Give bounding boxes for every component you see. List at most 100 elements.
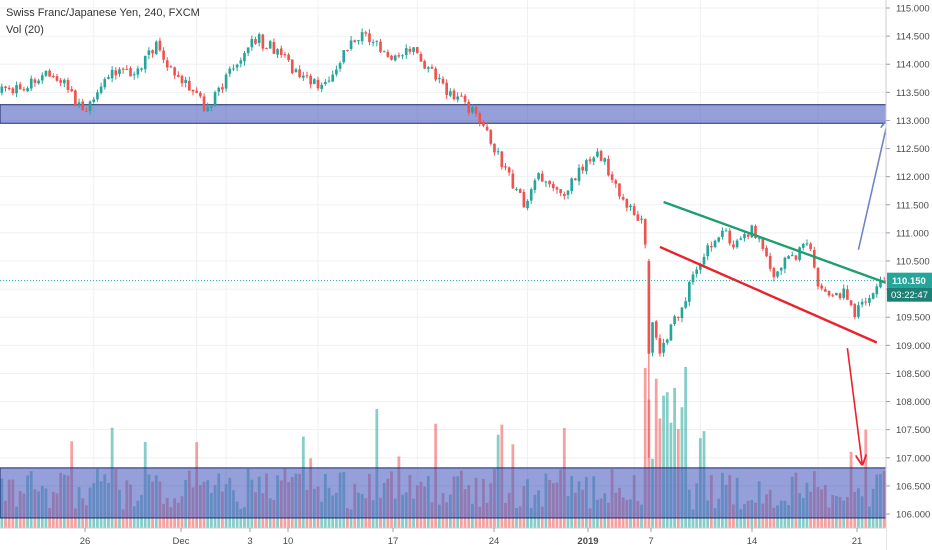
channel-bottom-line (659, 245, 878, 344)
volume-bar (643, 367, 647, 528)
candle-body (390, 55, 393, 60)
candle-body (202, 96, 206, 111)
candle-body (37, 80, 40, 84)
date-tick-label: 2019 (577, 536, 598, 547)
price-tick-label: 113.000 (896, 116, 930, 127)
volume-bar (654, 378, 658, 528)
candle-body (779, 268, 783, 271)
candle-body (327, 80, 331, 82)
candle-body (838, 293, 842, 299)
date-tick-label: 14 (747, 536, 758, 547)
annotation-layer[interactable] (0, 120, 888, 463)
candle-body (820, 285, 823, 289)
candle-body (754, 225, 757, 238)
date-tick-label: 24 (489, 536, 500, 547)
candle-body (669, 324, 673, 341)
candle-body (261, 34, 265, 49)
candle-body (783, 257, 787, 269)
candle-body (632, 206, 636, 215)
candle-body (853, 304, 857, 318)
candle-body (460, 95, 463, 97)
candle-body (526, 200, 529, 209)
candle-body (875, 286, 879, 295)
candle-body (301, 75, 305, 78)
symbol-title: Swiss Franc/Japanese Yen, 240, FXCM (6, 7, 200, 19)
candle-body (176, 75, 180, 77)
countdown-timer: 03:22:47 (891, 290, 928, 301)
candle-body (338, 63, 342, 69)
candle-body (438, 77, 441, 79)
candle-body (66, 80, 70, 90)
candle-body (463, 95, 467, 102)
candle-body (871, 293, 875, 299)
candle-body (210, 106, 213, 108)
candle-body (643, 218, 647, 245)
candle-body (812, 249, 816, 268)
price-tick-label: 108.000 (896, 397, 930, 408)
candle-body (732, 244, 735, 248)
candle-body (232, 68, 235, 70)
candle-body (467, 101, 471, 113)
candle-body (224, 74, 228, 89)
candle-body (81, 101, 85, 110)
candle-body (4, 86, 7, 89)
last-price-badge-bg (887, 272, 932, 288)
candle-body (493, 143, 496, 153)
price-tick-label: 110.500 (896, 257, 930, 268)
candle-body (11, 88, 15, 94)
candle-body (831, 295, 835, 297)
candle-body (581, 166, 585, 171)
candle-body (555, 187, 559, 190)
candle-body (184, 79, 187, 84)
candle-body (368, 33, 371, 43)
candle-body (577, 167, 581, 182)
price-tick-label: 114.000 (896, 60, 930, 71)
candle-body (29, 78, 33, 89)
volume-bar (684, 366, 688, 528)
volume-bar (349, 509, 353, 528)
candle-body (188, 80, 191, 91)
countdown-badge-bg (887, 287, 932, 302)
candle-body (621, 197, 625, 200)
candle-body (191, 89, 195, 92)
candle-body (316, 79, 320, 89)
up-projection-arrow (857, 120, 887, 250)
candle-body (544, 181, 548, 183)
candle-body (243, 52, 246, 62)
zone-layer (0, 104, 887, 519)
price-tick-label: 109.500 (896, 313, 930, 324)
candle-body (687, 282, 691, 302)
candle-body (360, 32, 364, 42)
candle-body (702, 256, 706, 265)
candle-body (842, 288, 846, 298)
candle-body (676, 316, 680, 318)
price-tick-label: 109.000 (896, 341, 930, 352)
candle-body (290, 59, 294, 74)
candle-body (801, 243, 805, 248)
candle-body (103, 79, 107, 88)
candle-body (651, 322, 654, 353)
candle-body (680, 307, 684, 318)
candle-body (173, 67, 176, 76)
candle-body (404, 48, 408, 55)
candle-body (640, 218, 643, 220)
candle-body (551, 184, 555, 189)
candle-body (165, 60, 169, 68)
candle-body (636, 214, 640, 221)
candle-body (750, 225, 754, 238)
candle-body (857, 305, 860, 317)
candle-body (199, 92, 202, 97)
volume-indicator-label: Vol (20) (6, 24, 44, 36)
volume-bar (691, 509, 695, 528)
candle-body (77, 102, 81, 106)
candle-body (452, 90, 456, 100)
candle-body (151, 50, 154, 54)
candle-body (121, 68, 125, 70)
candle-body (92, 99, 96, 103)
candle-body (419, 53, 423, 62)
candle-body (592, 157, 596, 162)
volume-bar (239, 508, 243, 528)
candle-body (710, 246, 713, 248)
